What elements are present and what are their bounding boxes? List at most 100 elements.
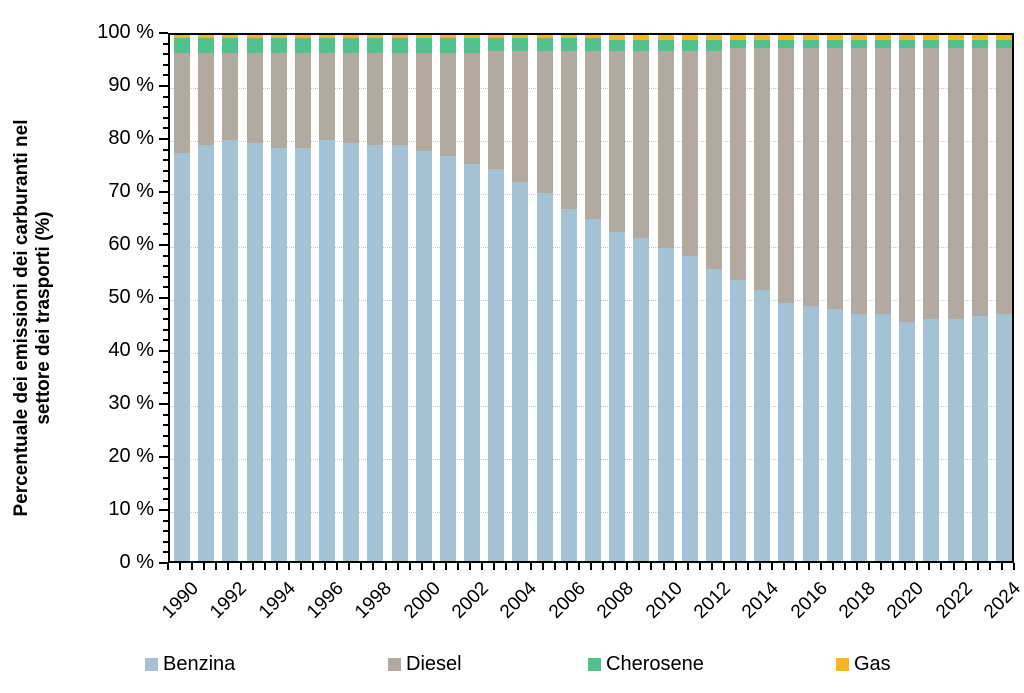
- x-tick-66: [964, 563, 967, 570]
- x-tick-47: [735, 563, 738, 570]
- bar-2020-cherosene-segment: [899, 40, 916, 49]
- bar-2015-diesel-segment: [778, 48, 795, 304]
- y-tick-label-10: 10 %: [108, 498, 154, 520]
- bar-2009-diesel-segment: [633, 50, 650, 238]
- bar-1993-cherosene-segment: [246, 37, 263, 54]
- bar-2023-gas-segment: [971, 35, 988, 41]
- bar-2014-cherosene-segment: [754, 40, 771, 49]
- x-tick-52: [795, 563, 798, 570]
- y-minor-tick-12: [163, 498, 168, 501]
- x-tick-label-2010: 2010: [641, 578, 687, 623]
- bar-1995-benzina-segment: [294, 148, 311, 561]
- x-tick-8: [263, 563, 266, 570]
- bar-2011-benzina-segment: [681, 255, 698, 561]
- y-minor-tick-96: [163, 53, 168, 56]
- y-minor-tick-38: [163, 360, 168, 363]
- bar-2019: [875, 35, 892, 561]
- bar-2007-cherosene-segment: [585, 37, 601, 51]
- bar-1991-gas-segment: [198, 35, 215, 38]
- legend-item-diesel: Diesel: [388, 653, 462, 676]
- x-tick-39: [638, 563, 641, 570]
- y-minor-tick-78: [163, 148, 168, 151]
- x-tick-31: [541, 563, 544, 570]
- bar-1993: [246, 35, 263, 561]
- x-tick-51: [783, 563, 786, 570]
- bar-2013-cherosene-segment: [730, 40, 747, 49]
- bar-2002-gas-segment: [464, 35, 481, 38]
- y-tick-label-50: 50 %: [108, 286, 154, 308]
- x-tick-label-2016: 2016: [786, 578, 832, 623]
- x-tick-24: [457, 563, 460, 570]
- x-tick-11: [299, 563, 302, 570]
- bar-1991-diesel-segment: [198, 53, 215, 146]
- bar-2013-gas-segment: [730, 35, 747, 41]
- x-tick-60: [892, 563, 895, 570]
- bar-2022-cherosene-segment: [947, 40, 964, 49]
- x-tick-label-2014: 2014: [738, 578, 784, 623]
- bar-1991: [198, 35, 215, 561]
- y-tick-label-20: 20 %: [108, 445, 154, 467]
- bar-1998-diesel-segment: [367, 53, 384, 146]
- bar-1996: [319, 35, 336, 561]
- bar-1992: [222, 35, 239, 561]
- x-tick-25: [469, 563, 472, 570]
- bar-2006-benzina-segment: [560, 208, 577, 561]
- y-tick-label-40: 40 %: [108, 339, 154, 361]
- bar-2001-benzina-segment: [439, 155, 456, 561]
- bar-2011-cherosene-segment: [681, 40, 698, 51]
- y-minor-tick-92: [163, 74, 168, 77]
- bar-1994-benzina-segment: [270, 148, 287, 561]
- bar-2005-diesel-segment: [536, 50, 553, 193]
- bar-2004-gas-segment: [512, 35, 529, 38]
- bar-1995: [294, 35, 311, 561]
- bar-2014-benzina-segment: [754, 290, 771, 561]
- bar-2016-diesel-segment: [802, 48, 819, 306]
- x-tick-label-2018: 2018: [834, 578, 880, 623]
- y-minor-tick-24: [163, 434, 168, 437]
- bar-2013: [730, 35, 747, 561]
- bar-2018: [850, 35, 867, 561]
- bar-2010-benzina-segment: [657, 248, 674, 561]
- bar-1999-cherosene-segment: [391, 37, 408, 54]
- bar-2000-gas-segment: [415, 35, 432, 38]
- x-tick-label-1994: 1994: [254, 578, 300, 623]
- x-tick-70: [1013, 563, 1015, 570]
- y-minor-tick-66: [163, 212, 168, 215]
- bar-1995-diesel-segment: [294, 53, 311, 149]
- bar-1998-benzina-segment: [367, 145, 384, 561]
- bar-2012-gas-segment: [705, 35, 722, 41]
- y-minor-tick-82: [163, 127, 168, 130]
- x-tick-26: [481, 563, 484, 570]
- x-tick-35: [590, 563, 592, 570]
- bar-1997-gas-segment: [343, 35, 360, 38]
- bar-2018-gas-segment: [850, 35, 867, 41]
- y-minor-tick-72: [163, 180, 168, 183]
- x-tick-15: [348, 563, 351, 570]
- bar-1998-gas-segment: [367, 35, 384, 38]
- y-tick-label-70: 70 %: [108, 180, 154, 202]
- bar-2008: [609, 35, 626, 561]
- bar-2000-cherosene-segment: [415, 37, 432, 54]
- bar-2015-gas-segment: [778, 35, 795, 41]
- bar-2017-benzina-segment: [826, 308, 843, 561]
- x-tick-32: [553, 563, 556, 570]
- y-minor-tick-18: [163, 466, 168, 469]
- y-minor-tick-34: [163, 381, 168, 384]
- y-minor-tick-64: [163, 222, 168, 225]
- x-tick-14: [336, 563, 339, 570]
- y-minor-tick-42: [163, 339, 168, 342]
- bar-1995-gas-segment: [294, 35, 311, 38]
- y-major-tick-0: [159, 562, 168, 564]
- legend-swatch-benzina: [145, 658, 158, 671]
- x-tick-19: [396, 563, 399, 570]
- bar-2017-cherosene-segment: [826, 40, 843, 49]
- bar-2024-gas-segment: [995, 35, 1012, 41]
- y-tick-label-80: 80 %: [108, 127, 154, 149]
- bar-2008-benzina-segment: [609, 232, 626, 561]
- bar-2014-diesel-segment: [754, 48, 771, 291]
- bar-1997-benzina-segment: [343, 142, 360, 561]
- y-major-tick-100: [159, 32, 168, 34]
- legend-swatch-gas: [836, 658, 849, 671]
- bar-2007-gas-segment: [585, 35, 601, 38]
- x-tick-41: [662, 563, 665, 570]
